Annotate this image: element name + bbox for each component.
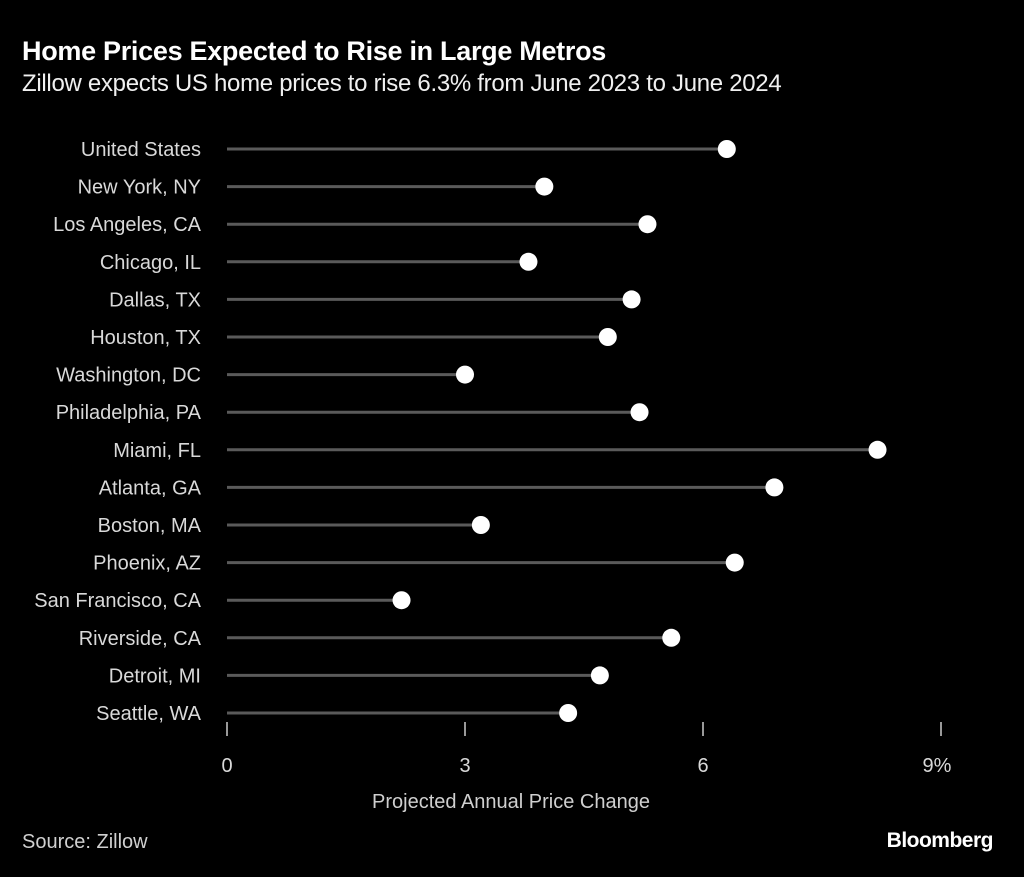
- data-row: Atlanta, GA: [99, 477, 784, 499]
- lollipop-dot: [456, 365, 474, 384]
- data-row: Phoenix, AZ: [93, 553, 744, 575]
- data-row: Philadelphia, PA: [56, 402, 649, 424]
- category-label: Philadelphia, PA: [56, 402, 202, 424]
- lollipop-dot: [622, 290, 641, 309]
- category-label: Chicago, IL: [100, 252, 201, 274]
- category-label: Phoenix, AZ: [93, 553, 201, 575]
- lollipop-dot: [559, 704, 578, 722]
- source-note: Source: Zillow: [22, 831, 148, 853]
- category-label: Dallas, TX: [109, 289, 201, 311]
- lollipop-dot: [590, 666, 609, 685]
- x-tick-label: 3: [459, 755, 470, 777]
- lollipop-dot: [471, 516, 490, 534]
- category-label: Washington, DC: [56, 365, 201, 387]
- lollipop-dot: [598, 328, 617, 346]
- lollipop-dot: [630, 403, 649, 422]
- lollipop-dot: [765, 478, 784, 497]
- data-row: Detroit, MI: [109, 665, 609, 687]
- bloomberg-logo: Bloomberg: [886, 829, 994, 852]
- data-row: Los Angeles, CA: [53, 214, 657, 236]
- category-label: Houston, TX: [90, 327, 201, 349]
- category-label: Miami, FL: [113, 440, 201, 462]
- x-tick-label: 9%: [923, 755, 952, 777]
- category-label: Detroit, MI: [109, 665, 201, 687]
- data-row: Washington, DC: [56, 365, 474, 387]
- category-label: New York, NY: [78, 177, 201, 199]
- lollipop-dot: [519, 252, 538, 271]
- data-row: New York, NY: [78, 177, 554, 199]
- lollipop-dot: [392, 591, 411, 610]
- x-tick-label: 6: [697, 755, 708, 777]
- data-row: Houston, TX: [90, 327, 617, 349]
- x-axis-title: Projected Annual Price Change: [372, 791, 650, 813]
- data-row: Riverside, CA: [79, 628, 681, 650]
- category-label: United States: [81, 139, 201, 161]
- category-label: Riverside, CA: [79, 628, 202, 650]
- lollipop-dot: [725, 553, 744, 572]
- data-row: Miami, FL: [113, 440, 887, 462]
- lollipop-dot: [535, 177, 554, 196]
- category-label: Seattle, WA: [96, 703, 202, 725]
- lollipop-dot: [717, 140, 736, 158]
- lollipop-dot: [868, 440, 887, 459]
- data-row: Seattle, WA: [96, 703, 578, 725]
- chart-title: Home Prices Expected to Rise in Large Me…: [22, 36, 606, 66]
- chart-rows: United States New York, NY Los Angeles, CA…: [34, 139, 887, 725]
- data-row: Dallas, TX: [109, 289, 641, 311]
- x-axis: 0 3 6 9%: [221, 722, 952, 777]
- category-label: San Francisco, CA: [34, 590, 201, 612]
- chart-subtitle: Zillow expects US home prices to rise 6.…: [22, 70, 782, 97]
- data-row: San Francisco, CA: [34, 590, 411, 612]
- lollipop-dot: [638, 215, 657, 234]
- category-label: Atlanta, GA: [99, 477, 202, 499]
- data-row: Boston, MA: [98, 515, 490, 537]
- lollipop-dot: [662, 628, 681, 647]
- data-row: United States: [81, 139, 736, 161]
- x-tick-label: 0: [221, 755, 232, 777]
- category-label: Los Angeles, CA: [53, 214, 202, 236]
- data-row: Chicago, IL: [100, 252, 538, 274]
- category-label: Boston, MA: [98, 515, 202, 537]
